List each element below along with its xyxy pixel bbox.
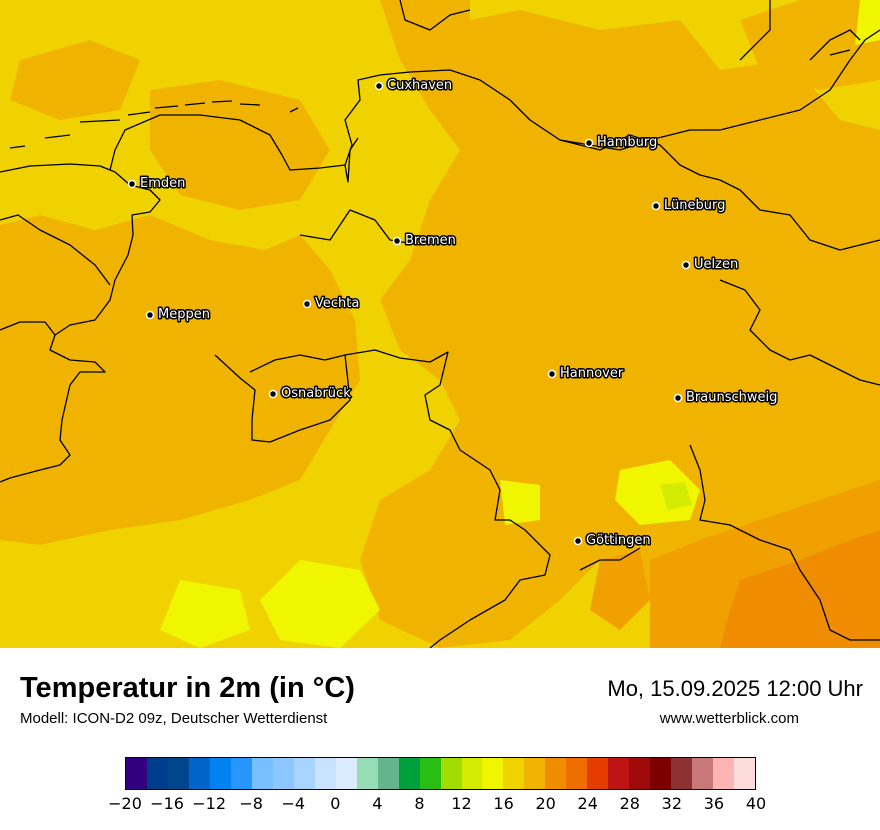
color-scale-swatch — [356, 758, 378, 789]
temperature-map[interactable]: Cuxhaven Hamburg Emden Lüneburg Bremen U… — [0, 0, 880, 648]
color-scale-tick-label: 4 — [372, 794, 383, 813]
color-scale-tick-label: 32 — [661, 794, 683, 813]
city-label: Hamburg — [597, 135, 657, 150]
city-marker-icon — [651, 201, 661, 211]
city-emden[interactable]: Emden — [127, 175, 187, 193]
city-label: Hannover — [560, 366, 624, 381]
color-scale-swatch — [650, 758, 672, 789]
color-scale-tick-label: −20 — [108, 794, 142, 813]
city-marker-icon — [127, 179, 137, 189]
color-scale-ticks: −20 −16 −12 −8 −4 0 4 8 12 16 20 24 28 32 36 40 — [0, 794, 880, 818]
color-scale-swatch — [587, 758, 609, 789]
borders — [0, 0, 880, 648]
temperature-cool-patches — [160, 0, 880, 648]
color-scale-swatch — [692, 758, 714, 789]
city-label: Lüneburg — [664, 198, 725, 213]
city-marker-icon — [673, 393, 683, 403]
city-braunschweig[interactable]: Braunschweig — [673, 389, 779, 407]
city-label: Braunschweig — [686, 390, 777, 405]
color-scale-swatch — [146, 758, 168, 789]
color-scale-tick-label: 40 — [745, 794, 767, 813]
temperature-hot-patches — [720, 530, 880, 648]
city-lueneburg[interactable]: Lüneburg — [651, 197, 727, 215]
city-label: Göttingen — [586, 533, 651, 548]
city-marker-icon — [547, 369, 557, 379]
city-meppen[interactable]: Meppen — [145, 306, 211, 324]
city-label: Cuxhaven — [387, 78, 452, 93]
color-scale-legend — [125, 757, 756, 790]
city-label: Meppen — [158, 307, 210, 322]
city-label: Vechta — [315, 296, 359, 311]
city-marker-icon — [145, 310, 155, 320]
city-marker-icon — [392, 236, 402, 246]
model-info: Modell: ICON-D2 09z, Deutscher Wetterdie… — [20, 710, 328, 727]
city-label: Emden — [140, 176, 185, 191]
city-vechta[interactable]: Vechta — [302, 295, 361, 313]
color-scale-swatch — [251, 758, 273, 789]
islands — [9, 49, 851, 149]
website-link[interactable]: www.wetterblick.com — [659, 710, 799, 727]
color-scale-tick-label: −4 — [281, 794, 306, 813]
color-scale-tick-label: 36 — [703, 794, 725, 813]
color-scale-swatch — [314, 758, 336, 789]
city-label: Uelzen — [694, 257, 738, 272]
color-scale-swatch — [230, 758, 252, 789]
color-scale-tick-label: 28 — [619, 794, 640, 813]
color-scale-swatch — [566, 758, 588, 789]
color-scale-swatch — [293, 758, 315, 789]
color-scale-swatch — [272, 758, 294, 789]
city-marker-icon — [681, 260, 691, 270]
color-scale-swatch — [629, 758, 651, 789]
color-scale-tick-label: −12 — [192, 794, 227, 813]
color-scale-swatch — [503, 758, 525, 789]
color-scale-swatch — [167, 758, 189, 789]
color-scale-tick-label: 12 — [451, 794, 472, 813]
city-marker-icon — [584, 138, 594, 148]
color-scale-tick-label: −16 — [150, 794, 184, 813]
city-goettingen[interactable]: Göttingen — [573, 532, 652, 550]
color-scale-swatch — [377, 758, 399, 789]
city-cuxhaven[interactable]: Cuxhaven — [374, 77, 454, 95]
color-scale-tick-label: 24 — [577, 794, 598, 813]
map-canvas: Cuxhaven Hamburg Emden Lüneburg Bremen U… — [0, 0, 880, 648]
color-scale-swatch — [545, 758, 567, 789]
color-scale-swatch — [482, 758, 504, 789]
color-scale-swatch — [126, 758, 147, 789]
color-scale-swatch — [608, 758, 630, 789]
color-scale-tick-label: 20 — [535, 794, 556, 813]
color-scale-swatch — [440, 758, 462, 789]
color-scale-swatch — [398, 758, 420, 789]
cities-layer: Cuxhaven Hamburg Emden Lüneburg Bremen U… — [127, 77, 779, 550]
city-label: Bremen — [405, 233, 456, 248]
color-scale-swatch — [524, 758, 546, 789]
city-bremen[interactable]: Bremen — [392, 232, 457, 250]
city-hamburg[interactable]: Hamburg — [584, 134, 659, 152]
city-marker-icon — [573, 536, 583, 546]
color-scale-swatch — [461, 758, 483, 789]
color-scale-swatch — [335, 758, 357, 789]
map-title: Temperatur in 2m (in °C) — [20, 672, 355, 704]
city-hannover[interactable]: Hannover — [547, 365, 625, 383]
color-scale-tick-label: 16 — [493, 794, 514, 813]
color-scale-swatch — [734, 758, 756, 789]
city-osnabrueck[interactable]: Osnabrück — [268, 385, 353, 403]
city-label: Osnabrück — [281, 386, 351, 401]
color-scale-tick-label: 0 — [330, 794, 341, 813]
color-scale-tick-label: −8 — [239, 794, 263, 813]
color-scale-swatch — [671, 758, 693, 789]
city-uelzen[interactable]: Uelzen — [681, 256, 740, 274]
forecast-datetime: Mo, 15.09.2025 12:00 Uhr — [607, 676, 863, 701]
color-scale-swatch — [188, 758, 210, 789]
city-marker-icon — [268, 389, 278, 399]
city-marker-icon — [302, 299, 312, 309]
color-scale-swatch — [419, 758, 441, 789]
color-scale-swatch — [209, 758, 231, 789]
color-scale-tick-label: 8 — [414, 794, 425, 813]
city-marker-icon — [374, 81, 384, 91]
color-scale-swatch — [713, 758, 735, 789]
